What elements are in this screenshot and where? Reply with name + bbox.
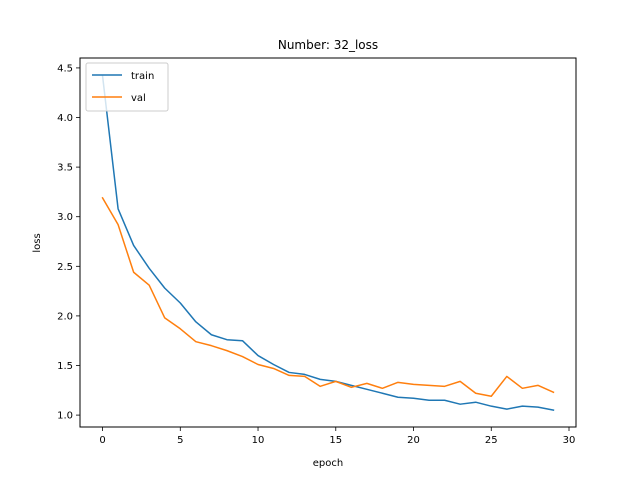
chart-title: Number: 32_loss <box>278 38 378 52</box>
y-axis-ticks: 1.0 1.5 2.0 2.5 3.0 3.5 4.0 4.5 <box>57 63 80 422</box>
plot-area <box>79 57 577 428</box>
x-axis-label: epoch <box>313 458 343 469</box>
y-tick-label: 2.5 <box>57 262 73 273</box>
y-tick-label: 2.0 <box>57 311 73 322</box>
legend: train val <box>85 62 169 112</box>
x-tick-label: 10 <box>252 435 265 446</box>
x-tick-label: 0 <box>99 435 105 446</box>
x-tick-label: 30 <box>563 435 576 446</box>
y-tick-label: 3.0 <box>57 212 73 223</box>
x-tick-label: 25 <box>485 435 498 446</box>
y-tick-label: 1.0 <box>57 411 73 422</box>
y-tick-label: 3.5 <box>57 163 73 174</box>
legend-box <box>85 62 169 112</box>
series-line-val <box>101 196 555 397</box>
legend-val-label: val <box>131 93 146 104</box>
series-line-train <box>101 75 555 412</box>
y-axis-label: loss <box>32 233 43 252</box>
series-lines <box>101 75 555 412</box>
x-axis-ticks: 0 5 10 15 20 25 30 <box>99 427 575 446</box>
legend-train-label: train <box>131 71 154 82</box>
x-tick-label: 15 <box>329 435 342 446</box>
y-tick-label: 4.5 <box>57 63 73 74</box>
x-tick-label: 5 <box>177 435 183 446</box>
y-tick-label: 4.0 <box>57 113 73 124</box>
x-tick-label: 20 <box>407 435 420 446</box>
y-tick-label: 1.5 <box>57 361 73 372</box>
plot-frame <box>79 57 577 428</box>
